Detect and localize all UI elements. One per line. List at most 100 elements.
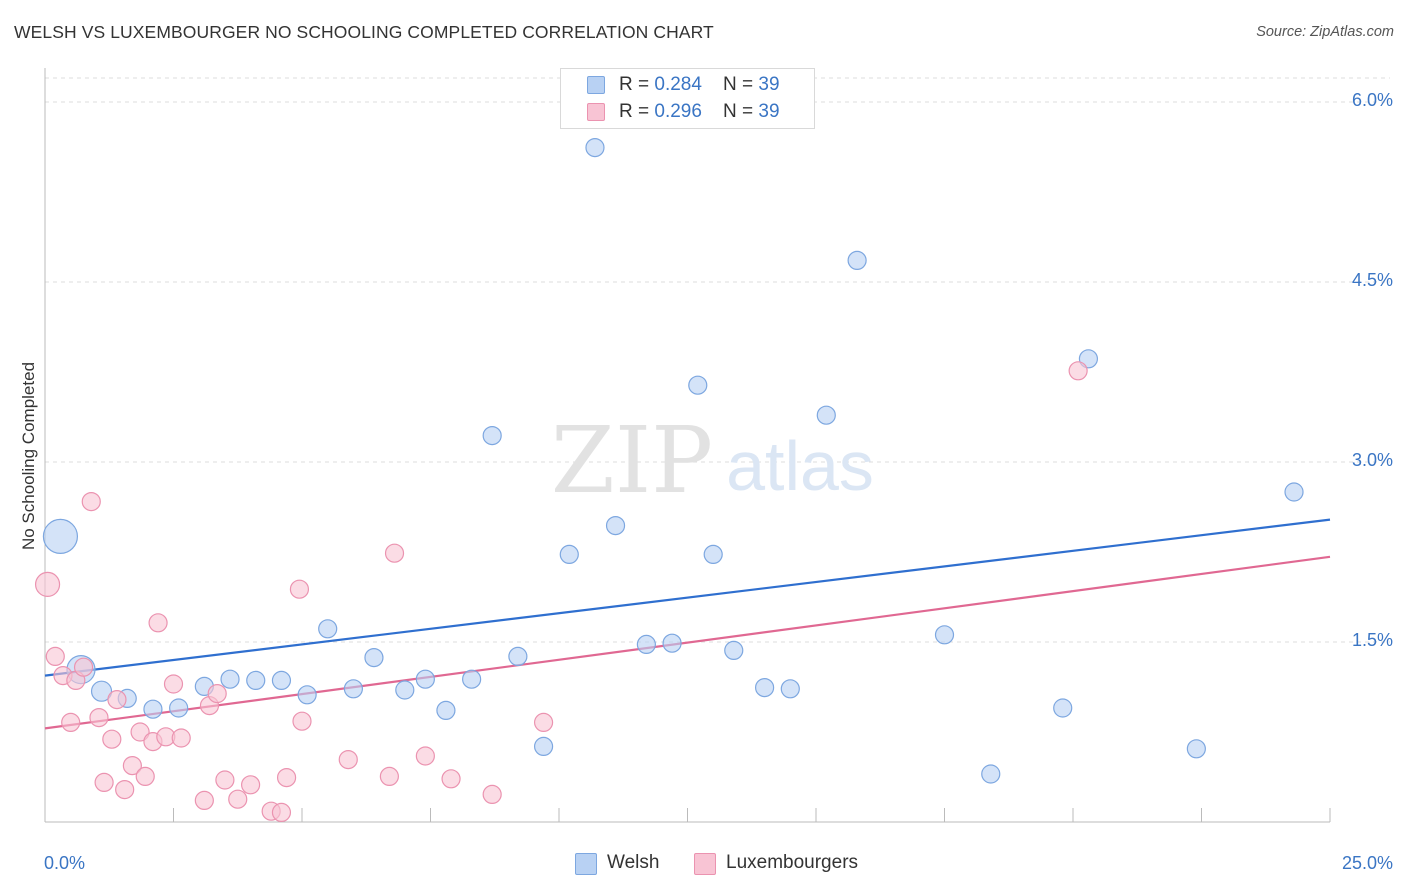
luxembourgers-point [34, 571, 61, 598]
luxembourgers-point [102, 729, 122, 749]
welsh-point [688, 375, 708, 395]
luxembourgers-point [215, 770, 235, 790]
welsh-point [847, 250, 867, 270]
luxembourgers-point [482, 784, 502, 805]
welsh-point [605, 515, 626, 536]
legend-row-text: R = 0.284 N = 39 [619, 74, 780, 96]
legend-label-welsh: Welsh [607, 852, 660, 873]
source-credit: Source: ZipAtlas.com [1256, 24, 1394, 40]
welsh-point [220, 669, 240, 689]
x-tick-label: 25.0% [1342, 853, 1393, 873]
luxembourgers-point [135, 766, 155, 787]
luxembourgers-point [228, 789, 248, 809]
welsh-point [636, 634, 656, 655]
luxembourgers-point [122, 755, 142, 776]
luxembourgers-point [338, 749, 358, 770]
luxembourgers-point [115, 779, 135, 800]
welsh-point [559, 544, 579, 565]
r-value: 0.296 [654, 101, 702, 122]
welsh-point [1053, 698, 1073, 718]
luxembourgers-point [533, 712, 554, 733]
welsh-point [981, 764, 1001, 784]
luxembourgers-point [271, 802, 292, 823]
y-tick-label: 4.5% [1352, 270, 1393, 290]
welsh-point [780, 679, 800, 699]
luxembourgers-point [441, 769, 461, 789]
watermark-zip: ZIP [551, 407, 713, 514]
axes [44, 68, 1331, 823]
series-legend: Welsh Luxembourgers [0, 851, 1406, 877]
y-tick-label: 3.0% [1352, 450, 1393, 470]
luxembourgers-point [194, 790, 214, 811]
watermark-atlas: atlas [726, 427, 874, 505]
luxembourgers-point [89, 707, 109, 728]
n-value: 39 [758, 101, 780, 122]
welsh-point [462, 669, 482, 689]
welsh-point [42, 518, 79, 555]
luxembourgers-point [94, 772, 114, 793]
luxembourgers-point [148, 613, 168, 633]
welsh-point [271, 670, 292, 691]
welsh-point [662, 633, 682, 653]
y-tick-label: 1.5% [1352, 630, 1393, 650]
luxembourgers-swatch [587, 103, 605, 121]
correlation-legend: R = 0.284 N = 39 R = 0.296 N = 39 [560, 68, 815, 129]
welsh-point [415, 669, 435, 689]
r-label: R = [619, 101, 655, 122]
welsh-point [934, 625, 955, 645]
welsh-point [585, 138, 605, 158]
r-label: R = [619, 74, 655, 95]
welsh-point [1186, 739, 1206, 759]
y-axis-label: No Schooling Completed [19, 362, 38, 550]
welsh-swatch [575, 853, 597, 875]
welsh-trend-line [44, 518, 1331, 677]
welsh-point [169, 698, 189, 718]
welsh-point [297, 685, 317, 705]
legend-label-luxembourgers: Luxembourgers [726, 852, 859, 873]
r-value: 0.284 [654, 74, 702, 95]
luxembourgers-point [61, 712, 81, 733]
trend-lines [44, 518, 1331, 730]
n-value: 39 [758, 74, 780, 95]
luxembourgers-trend-line [44, 555, 1331, 730]
luxembourgers-point [163, 674, 184, 694]
welsh-point [364, 647, 384, 668]
welsh-swatch [587, 76, 605, 94]
welsh-point [533, 736, 554, 757]
luxembourgers-point [171, 728, 191, 748]
welsh-point [318, 619, 338, 639]
welsh-point [816, 405, 836, 425]
luxembourgers-point [379, 766, 399, 787]
welsh-point [395, 680, 415, 700]
welsh-point [754, 677, 775, 698]
luxembourgers-point [415, 746, 435, 766]
luxembourgers-point [81, 492, 101, 512]
welsh-point [703, 544, 723, 565]
n-label: N = [723, 74, 759, 95]
luxembourgers-swatch [694, 853, 716, 875]
legend-row-text: R = 0.296 N = 39 [619, 101, 780, 123]
luxembourgers-point [241, 775, 261, 795]
tick-labels: 1.5% 3.0% 4.5% 6.0% 0.0% 25.0% [44, 90, 1393, 873]
luxembourgers-point [45, 646, 65, 667]
luxembourgers-point [1068, 361, 1088, 381]
luxembourgers-point [207, 683, 227, 704]
welsh-point [246, 670, 266, 691]
luxembourgers-point [292, 711, 312, 731]
welsh-point [1284, 482, 1304, 502]
welsh-point [436, 700, 456, 721]
welsh-point [482, 426, 502, 446]
n-label: N = [723, 101, 759, 122]
luxembourgers-point [384, 543, 405, 563]
welsh-point [508, 646, 528, 667]
luxembourgers-point [289, 579, 310, 599]
y-tick-label: 6.0% [1352, 90, 1393, 110]
data-points [34, 138, 1304, 823]
luxembourgers-point [276, 767, 297, 788]
welsh-point [143, 699, 163, 719]
luxembourgers-point [107, 689, 127, 710]
x-tick-label: 0.0% [44, 853, 85, 873]
welsh-point [343, 679, 363, 699]
watermark: ZIP atlas [551, 407, 874, 514]
